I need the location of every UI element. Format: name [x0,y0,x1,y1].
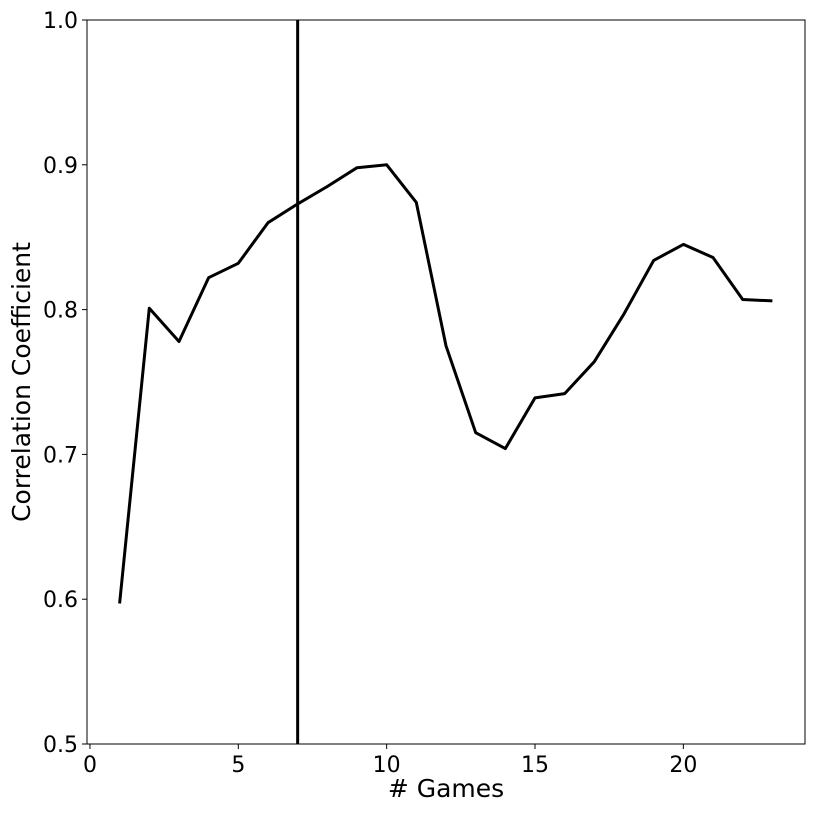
x-tick-label: 10 [373,753,401,778]
y-axis-title: Correlation Coefficient [7,242,36,522]
y-tick-label: 0.8 [43,299,78,324]
y-tick-label: 1.0 [43,9,78,34]
y-tick-label: 0.5 [43,733,78,758]
x-tick-label: 5 [231,753,245,778]
y-tick-label: 0.6 [43,588,78,613]
x-axis-title: # Games [388,774,504,803]
x-tick-label: 20 [669,753,697,778]
chart-marks [118,20,773,744]
y-tick-label: 0.9 [43,154,78,179]
x-tick-label: 0 [83,753,97,778]
y-tick-label: 0.7 [43,443,78,468]
x-axis-ticks: 0 5 10 15 20 [83,744,697,778]
plot-area [86,19,806,745]
y-axis-ticks: 0.5 0.6 0.7 0.8 0.9 1.0 [43,9,87,758]
series-line [118,163,773,604]
x-tick-label: 15 [521,753,549,778]
